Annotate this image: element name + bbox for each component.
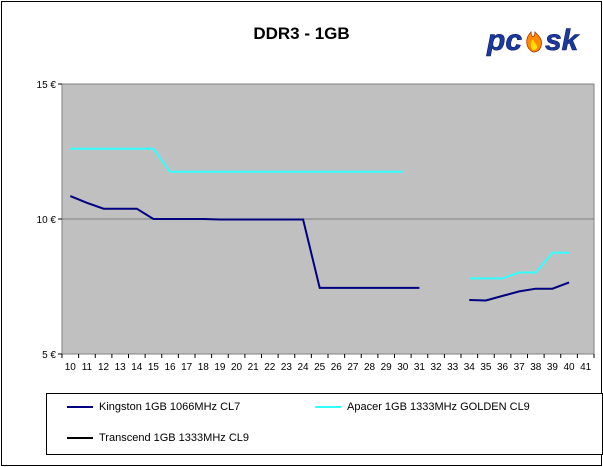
x-tick-label: 36 (497, 362, 509, 373)
svg-text:pc: pc (486, 24, 522, 57)
x-tick-label: 28 (364, 362, 376, 373)
legend-item-transcend: Transcend 1GB 1333MHz CL9 (67, 432, 249, 444)
y-tick-label: 15 € (37, 80, 57, 91)
y-tick-label: 10 € (37, 215, 57, 226)
x-tick-label: 17 (181, 362, 193, 373)
x-tick-label: 30 (397, 362, 409, 373)
x-tick-label: 27 (347, 362, 359, 373)
series-line-0 (69, 195, 420, 289)
x-tick-label: 10 (65, 362, 77, 373)
legend-label-apacer: Apacer 1GB 1333MHz GOLDEN CL9 (347, 401, 530, 413)
x-tick-label: 38 (530, 362, 542, 373)
legend-label-kingston: Kingston 1GB 1066MHz CL7 (99, 401, 241, 413)
legend-label-transcend: Transcend 1GB 1333MHz CL9 (99, 432, 249, 444)
legend-swatch-transcend (67, 437, 93, 440)
x-tick-label: 26 (331, 362, 343, 373)
x-tick-label: 29 (381, 362, 393, 373)
x-tick-label: 23 (281, 362, 293, 373)
legend-item-apacer: Apacer 1GB 1333MHz GOLDEN CL9 (315, 401, 530, 413)
svg-text:sk: sk (545, 24, 580, 57)
x-tick-label: 41 (580, 362, 592, 373)
chart-title: DDR3 - 1GB (253, 24, 350, 43)
x-tick-label: 14 (131, 362, 143, 373)
x-tick-label: 19 (214, 362, 226, 373)
x-tick-label: 15 (148, 362, 160, 373)
x-tick-label: 12 (98, 362, 110, 373)
x-tick-label: 33 (447, 362, 459, 373)
x-tick-label: 39 (547, 362, 559, 373)
legend: Kingston 1GB 1066MHz CL7 Apacer 1GB 1333… (46, 393, 603, 455)
x-tick-label: 32 (431, 362, 443, 373)
y-tick-label: 5 € (42, 350, 56, 361)
x-tick-label: 22 (264, 362, 276, 373)
pcesk-logo: pc sk (486, 24, 580, 58)
legend-swatch-kingston (67, 406, 93, 409)
legend-item-kingston: Kingston 1GB 1066MHz CL7 (67, 401, 240, 413)
x-tick-label: 35 (480, 362, 492, 373)
x-tick-label: 16 (165, 362, 177, 373)
x-tick-label: 34 (464, 362, 476, 373)
x-tick-label: 24 (298, 362, 310, 373)
x-tick-label: 11 (82, 362, 93, 373)
x-tick-label: 31 (414, 362, 426, 373)
x-tick-label: 18 (198, 362, 210, 373)
x-tick-label: 25 (314, 362, 326, 373)
x-tick-label: 37 (514, 362, 526, 373)
x-tick-label: 21 (248, 362, 260, 373)
x-tick-label: 40 (564, 362, 576, 373)
x-tick-label: 20 (231, 362, 243, 373)
x-tick-label: 13 (115, 362, 127, 373)
legend-swatch-apacer (315, 406, 341, 409)
